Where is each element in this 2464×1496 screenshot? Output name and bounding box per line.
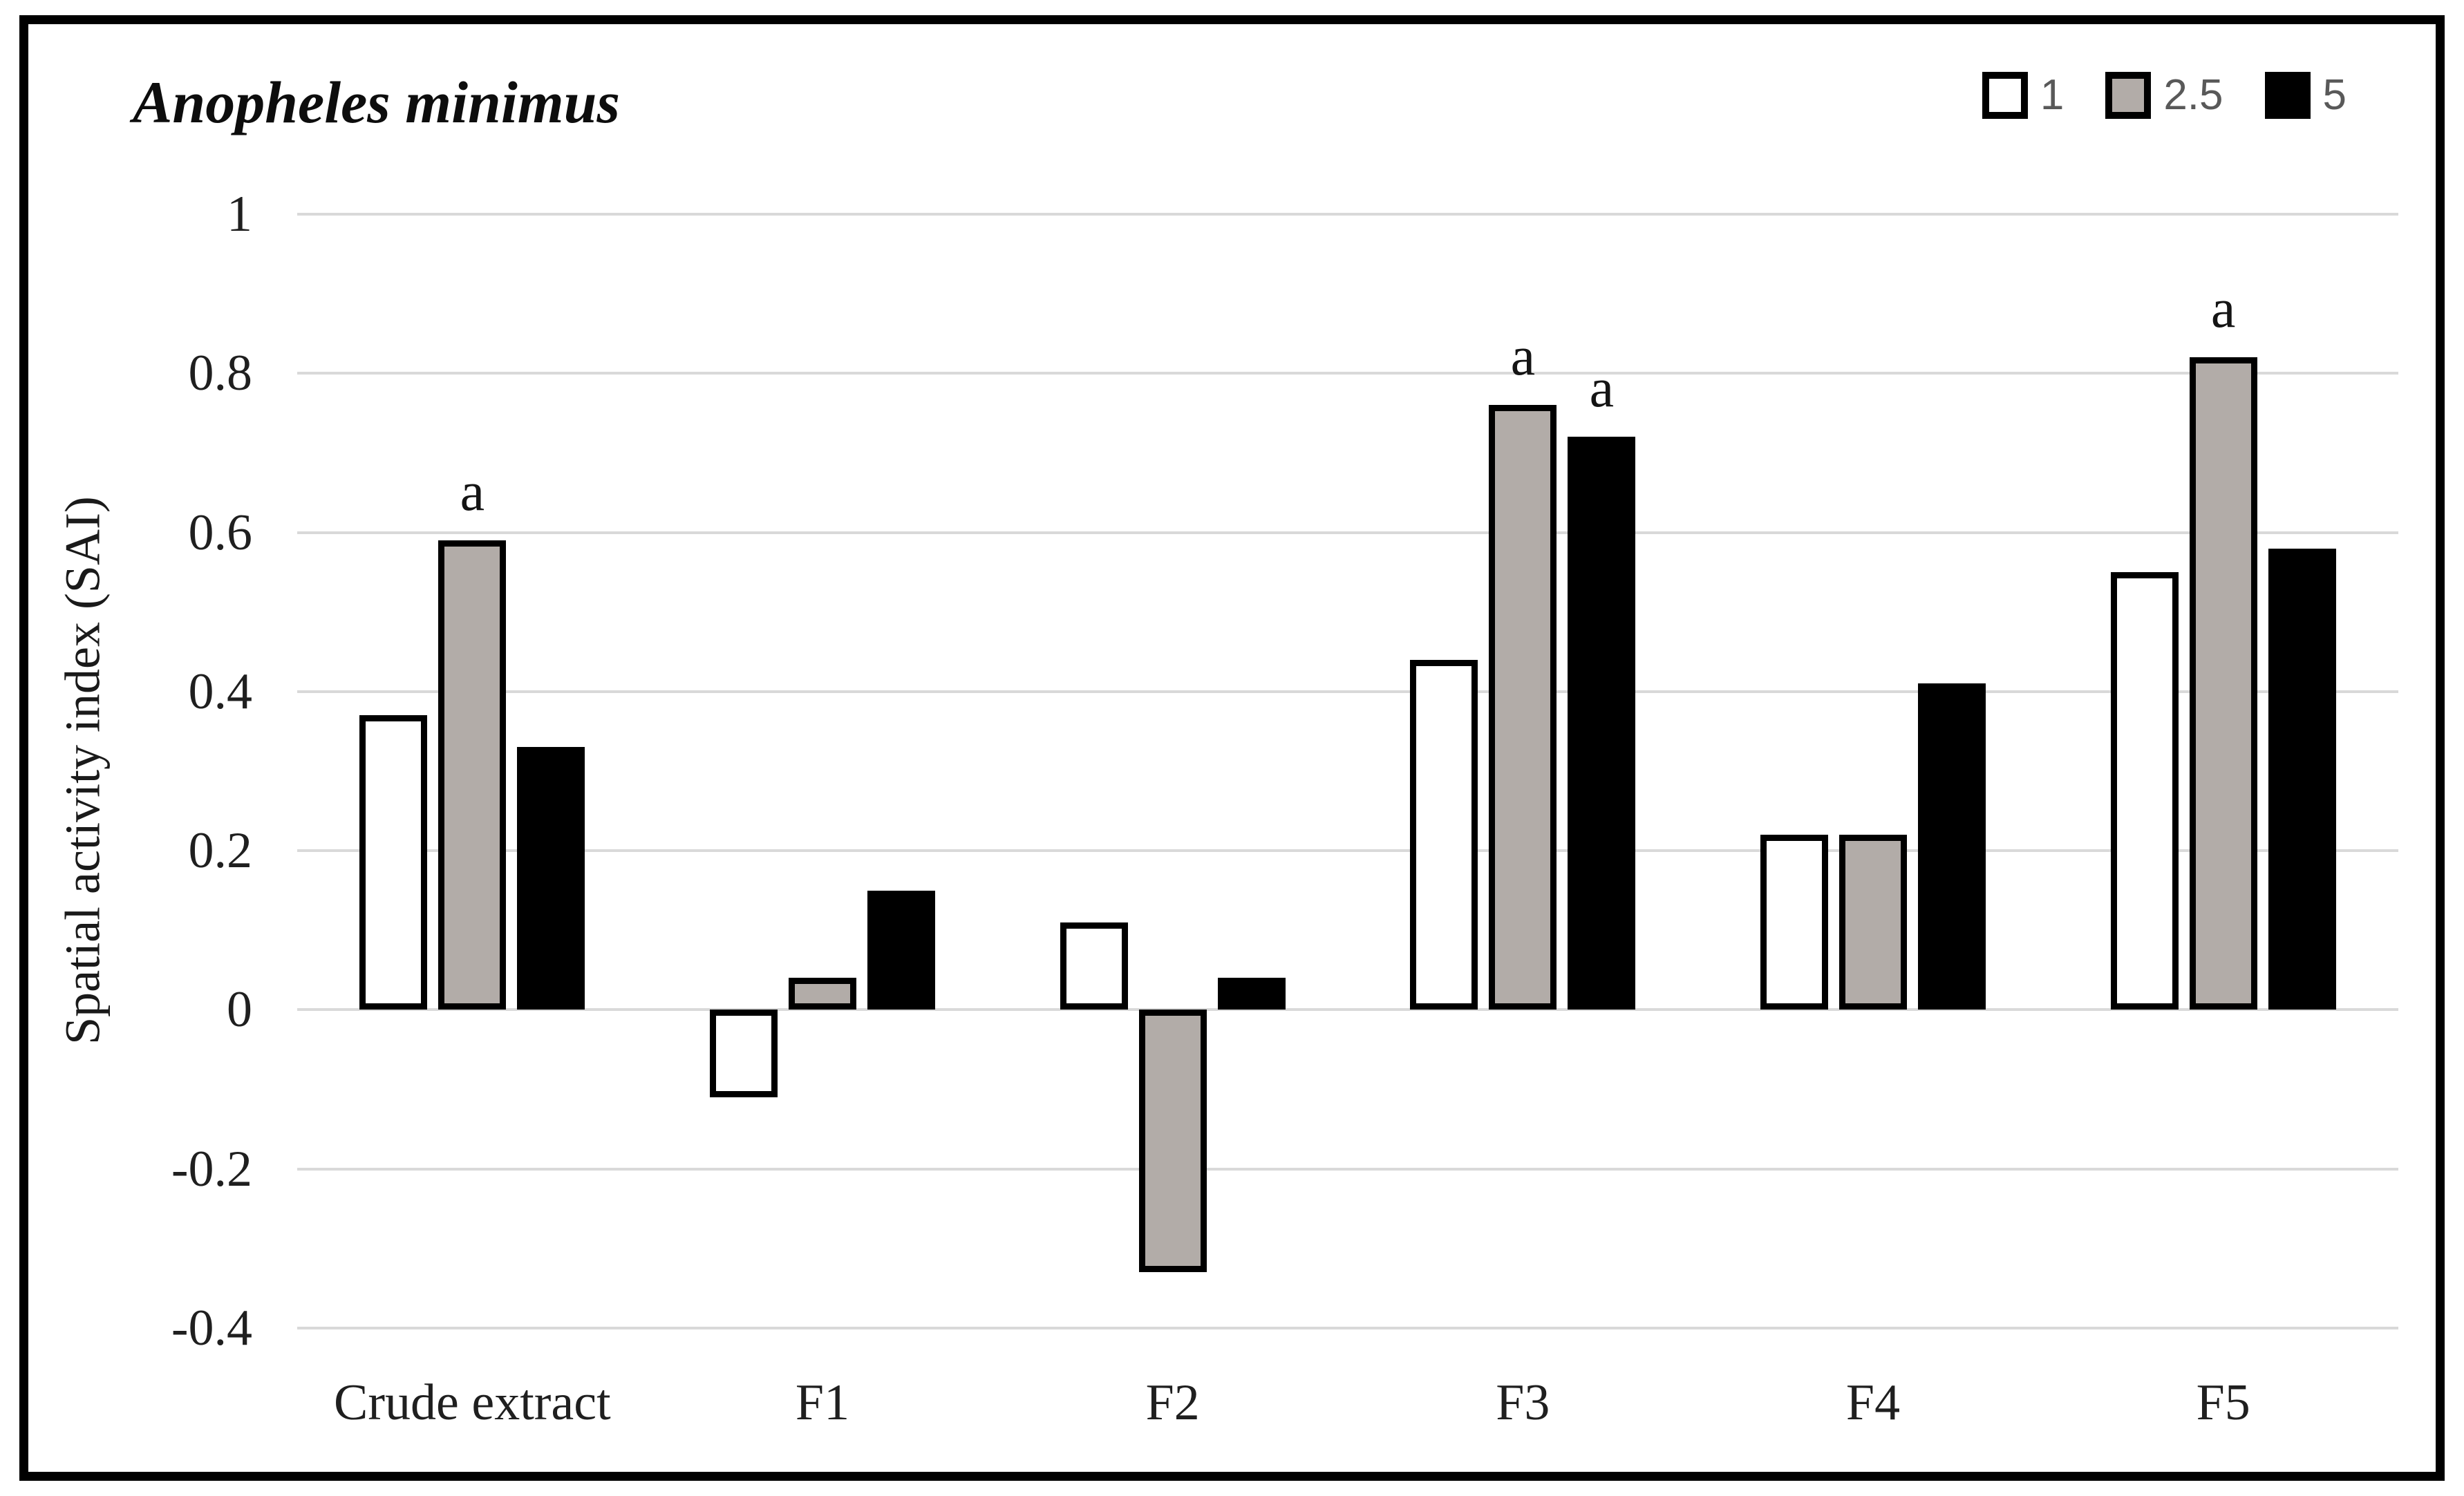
y-tick-label: 0.6 (188, 504, 253, 561)
bar-5-crude-extract (517, 747, 585, 1010)
bar-1-f3 (1410, 659, 1478, 1010)
legend-label: 5 (2322, 71, 2347, 119)
legend-item-1: 1 (1982, 72, 2064, 119)
bar-5-f5 (2268, 548, 2336, 1010)
y-axis-title: Spatial activity index (SAI) (55, 496, 111, 1045)
y-gridline (297, 1008, 2398, 1012)
x-category-label: Crude extract (334, 1374, 611, 1431)
legend-label: 1 (2040, 71, 2065, 119)
bar-1-crude-extract (359, 715, 428, 1010)
y-tick-label: -0.2 (171, 1140, 252, 1197)
legend-swatch-black (2264, 72, 2311, 119)
legend-swatch-white (1982, 72, 2028, 119)
significance-label: a (1589, 358, 1615, 419)
y-gridline (297, 1327, 2398, 1329)
y-tick-label: 0.2 (188, 822, 253, 880)
legend-item-2-5: 2.5 (2105, 72, 2223, 119)
y-gridline (297, 849, 2398, 853)
bar-5-f3 (1568, 437, 1636, 1010)
x-category-label: F2 (1145, 1374, 1200, 1431)
y-gridline (297, 690, 2398, 693)
bar-5-f1 (867, 890, 935, 1010)
y-gridline (297, 531, 2398, 534)
y-tick-label: 1 (227, 186, 252, 243)
y-tick-label: 0 (227, 981, 252, 1039)
legend: 1 2.5 5 (1982, 72, 2347, 119)
plot-area (297, 213, 2398, 1329)
bar-1-f1 (710, 1010, 778, 1098)
x-category-label: F4 (1845, 1374, 1901, 1431)
bar-1-f2 (1060, 922, 1128, 1010)
legend-item-5: 5 (2264, 71, 2347, 119)
y-tick-label: 0.8 (188, 345, 253, 402)
legend-label: 2.5 (2163, 71, 2223, 119)
y-gridline (297, 1167, 2398, 1171)
x-category-label: F3 (1496, 1374, 1550, 1431)
y-tick-label: 0.4 (188, 663, 253, 720)
bar-2.5-f3 (1489, 405, 1557, 1010)
bar-2.5-f5 (2189, 357, 2257, 1010)
bar-2.5-f2 (1138, 1010, 1207, 1273)
bar-1-f4 (1760, 835, 1828, 1010)
significance-label: a (460, 462, 485, 523)
x-category-label: F1 (795, 1374, 850, 1431)
y-tick-label: -0.4 (171, 1300, 252, 1356)
significance-label: a (2210, 278, 2236, 340)
legend-swatch-gray (2105, 72, 2152, 119)
bar-2.5-f1 (789, 978, 856, 1010)
bar-2.5-f4 (1839, 835, 1907, 1010)
bar-5-f4 (1918, 683, 1986, 1010)
bar-1-f5 (2110, 572, 2179, 1010)
significance-label: a (1510, 326, 1536, 388)
bar-2.5-crude-extract (438, 540, 507, 1010)
chart-title: Anopheles minimus (133, 69, 620, 135)
x-category-label: F5 (2196, 1374, 2250, 1431)
y-gridline (297, 372, 2398, 375)
y-gridline (297, 213, 2398, 216)
bar-5-f2 (1217, 978, 1286, 1010)
